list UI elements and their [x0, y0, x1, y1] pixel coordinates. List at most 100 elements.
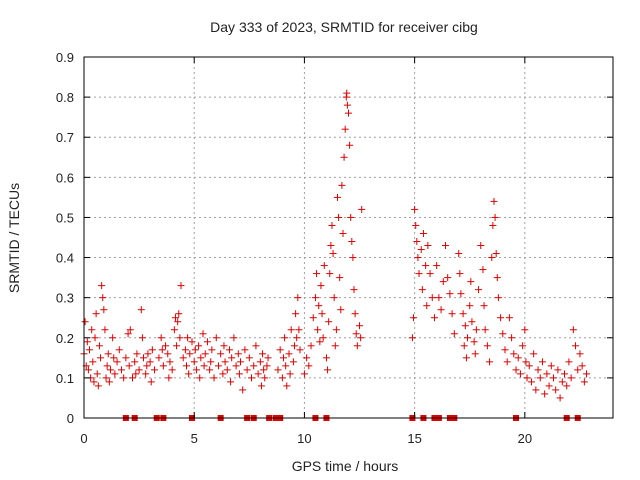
data-point — [439, 278, 447, 286]
data-point — [541, 390, 549, 398]
data-point — [459, 310, 467, 318]
data-point — [461, 322, 469, 330]
data-point — [472, 326, 480, 334]
data-point — [133, 350, 141, 358]
data-point — [483, 342, 491, 350]
data-point — [538, 358, 546, 366]
data-point — [480, 302, 488, 310]
data-point — [208, 346, 216, 354]
data-point — [257, 382, 265, 390]
data-point — [294, 294, 302, 302]
data-point — [164, 350, 172, 358]
data-point — [336, 274, 344, 282]
data-point — [102, 374, 110, 382]
data-point — [278, 374, 286, 382]
data-point — [522, 358, 530, 366]
data-point — [97, 354, 105, 362]
data-point — [171, 314, 179, 322]
data-point — [115, 346, 123, 354]
y-tick-label: 0.6 — [56, 170, 74, 185]
data-point — [505, 314, 513, 322]
data-point — [214, 362, 222, 370]
x-tick-label: 5 — [191, 431, 198, 446]
data-point — [313, 270, 321, 278]
data-point — [332, 326, 340, 334]
data-point — [195, 342, 203, 350]
data-point — [158, 346, 166, 354]
data-point — [433, 262, 441, 270]
data-point — [99, 294, 107, 302]
data-point — [100, 306, 108, 314]
data-point — [413, 238, 421, 246]
data-point — [293, 334, 301, 342]
data-point — [499, 330, 507, 338]
data-point — [516, 370, 524, 378]
data-point — [460, 342, 468, 350]
data-point — [510, 350, 518, 358]
data-point — [125, 362, 133, 370]
data-point — [418, 286, 426, 294]
data-point — [492, 250, 500, 258]
data-point — [166, 358, 174, 366]
data-point — [232, 362, 240, 370]
chart-title: Day 333 of 2023, SRMTID for receiver cib… — [210, 19, 478, 35]
data-point — [534, 366, 542, 374]
data-point — [199, 330, 207, 338]
data-point — [328, 221, 336, 229]
data-point — [220, 342, 228, 350]
data-point — [430, 314, 438, 322]
data-point — [132, 370, 140, 378]
y-axis-label: SRMTID / TECUs — [6, 183, 22, 293]
data-point — [514, 354, 522, 362]
data-point — [320, 262, 328, 270]
data-point — [279, 354, 287, 362]
data-point — [532, 386, 540, 394]
data-point — [142, 370, 150, 378]
data-point — [501, 346, 509, 354]
x-tick-labels: 0 5 10 15 20 — [80, 431, 532, 446]
data-point — [89, 358, 97, 366]
data-point — [408, 334, 416, 342]
data-point — [236, 358, 244, 366]
data-point — [184, 334, 192, 342]
y-tick-label: 0.5 — [56, 210, 74, 225]
data-point — [497, 314, 505, 322]
data-point — [239, 386, 247, 394]
x-tick-label: 15 — [407, 431, 421, 446]
y-tick-labels: 0 0.1 0.2 0.3 0.4 0.5 0.6 0.7 0.8 0.9 — [56, 50, 74, 426]
y-tick-label: 0.3 — [56, 291, 74, 306]
data-point — [477, 242, 485, 250]
data-point — [106, 366, 114, 374]
data-point — [165, 374, 173, 382]
data-point — [494, 294, 502, 302]
data-point — [545, 382, 553, 390]
data-point — [489, 221, 497, 229]
data-point — [466, 302, 474, 310]
data-point — [283, 382, 291, 390]
data-point — [292, 310, 300, 318]
data-point — [444, 274, 452, 282]
data-point — [105, 378, 113, 386]
data-point — [289, 358, 297, 366]
data-point — [561, 370, 569, 378]
data-point — [90, 378, 98, 386]
data-point — [335, 213, 343, 221]
data-point — [339, 229, 347, 237]
data-point — [523, 374, 531, 382]
data-point — [260, 366, 268, 374]
data-point — [530, 350, 538, 358]
data-point — [583, 370, 591, 378]
data-point — [94, 382, 102, 390]
data-point — [276, 346, 284, 354]
data-point — [151, 366, 159, 374]
data-point — [471, 350, 479, 358]
data-point — [305, 362, 313, 370]
data-point — [217, 350, 225, 358]
data-points — [80, 89, 591, 402]
x-tick-label: 10 — [297, 431, 311, 446]
data-point — [580, 378, 588, 386]
data-point — [488, 254, 496, 262]
data-point — [201, 350, 209, 358]
data-point — [137, 306, 145, 314]
data-point — [552, 386, 560, 394]
